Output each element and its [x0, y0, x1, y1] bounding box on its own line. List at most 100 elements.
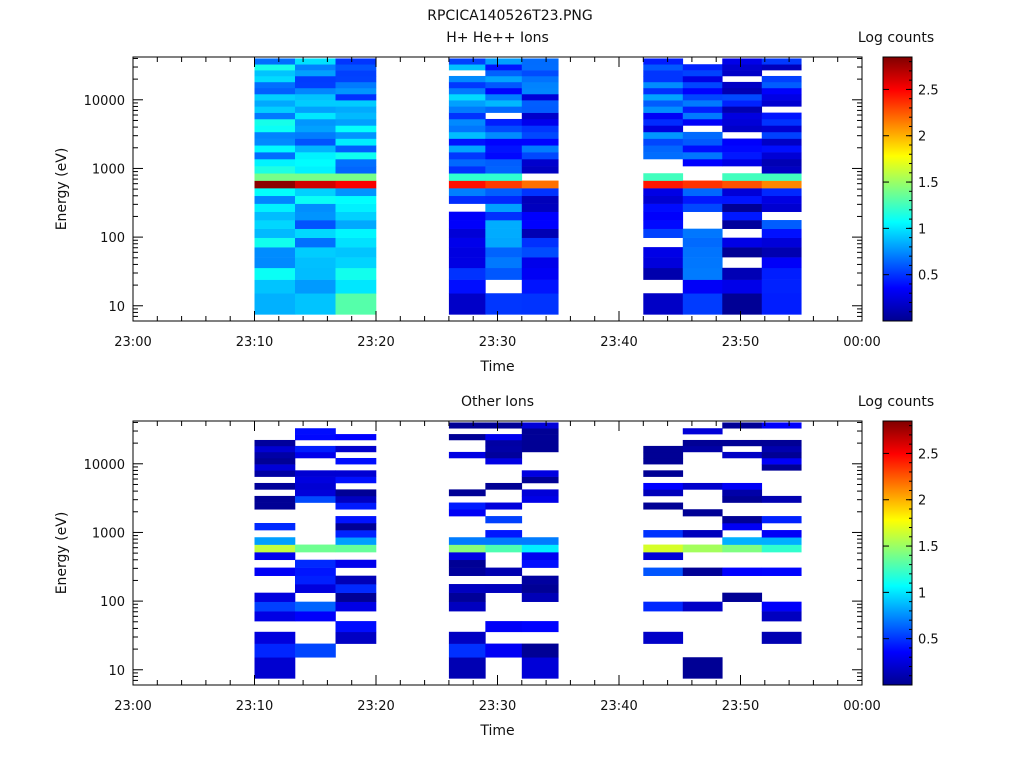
- heatmap-cell: [682, 567, 723, 576]
- heatmap-cell: [521, 125, 559, 133]
- heatmap-cell: [521, 81, 559, 89]
- panel-title: H+ He++ Ions: [446, 30, 549, 46]
- heatmap-cell: [335, 247, 377, 258]
- heatmap-cell: [521, 621, 559, 633]
- heatmap-cell: [682, 428, 723, 435]
- heatmap-cell: [722, 64, 763, 71]
- heatmap-cell: [335, 257, 377, 269]
- heatmap-cell: [335, 495, 377, 503]
- heatmap-cell: [485, 100, 523, 107]
- heatmap-cell: [254, 106, 296, 113]
- heatmap-cell: [722, 220, 763, 229]
- heatmap-cell: [521, 166, 559, 174]
- heatmap-cell: [682, 112, 723, 120]
- heatmap-cell: [682, 195, 723, 204]
- heatmap-cell: [335, 112, 377, 120]
- heatmap-cell: [295, 559, 336, 568]
- heatmap-cell: [254, 237, 296, 248]
- heatmap-cell: [485, 584, 523, 593]
- heatmap-cell: [682, 257, 723, 269]
- y-tick-label: 10000: [84, 94, 125, 109]
- heatmap-cell: [682, 247, 723, 258]
- heatmap-cell: [254, 445, 296, 453]
- heatmap-cell: [295, 445, 336, 453]
- heatmap-cell: [643, 257, 684, 269]
- heatmap-cell: [448, 584, 486, 593]
- heatmap-cell: [521, 152, 559, 160]
- heatmap-cell: [521, 559, 559, 568]
- colorbar-tick-label: 1.5: [918, 176, 939, 191]
- heatmap-cell: [448, 58, 486, 65]
- heatmap-cell: [722, 451, 763, 459]
- heatmap-cell: [254, 457, 296, 465]
- heatmap-cell: [254, 195, 296, 204]
- heatmap-cell: [521, 439, 559, 447]
- heatmap-cell: [485, 188, 523, 197]
- heatmap-cell: [254, 495, 296, 503]
- y-tick-label: 1000: [92, 526, 125, 541]
- heatmap-cell: [295, 203, 336, 212]
- colorbar-label: Log counts: [858, 30, 934, 46]
- colorbar-tick-label: 0.5: [918, 269, 939, 284]
- heatmap-cell: [485, 530, 523, 538]
- heatmap-cell: [295, 211, 336, 221]
- heatmap-cell: [448, 489, 486, 497]
- heatmap-cell: [448, 657, 486, 679]
- heatmap-cell: [682, 93, 723, 101]
- heatmap-cell: [521, 228, 559, 238]
- heatmap-cell: [643, 228, 684, 238]
- heatmap-cell: [335, 131, 377, 139]
- heatmap-cell: [682, 293, 723, 315]
- heatmap-cell: [485, 434, 523, 441]
- heatmap-cell: [254, 552, 296, 561]
- heatmap-cell: [485, 203, 523, 212]
- colorbar: 0.5 1 1.5 2 2.5 Log counts: [858, 30, 939, 322]
- heatmap-cell: [254, 279, 296, 294]
- heatmap-cell: [335, 559, 377, 568]
- heatmap-cell: [761, 220, 802, 229]
- heatmap-cell: [295, 106, 336, 113]
- colorbar-tick-label: 2: [918, 130, 926, 145]
- heatmap-cell: [521, 657, 559, 679]
- heatmap-cell: [521, 584, 559, 593]
- heatmap-cell: [521, 188, 559, 197]
- heatmap-cell: [682, 158, 723, 167]
- colorbar-tick-label: 2: [918, 494, 926, 509]
- heatmap-cell: [722, 537, 763, 545]
- heatmap-cell: [521, 70, 559, 77]
- heatmap-cell: [295, 195, 336, 204]
- heatmap-cell: [295, 118, 336, 126]
- heatmap-cell: [521, 495, 559, 503]
- heatmap-cell: [722, 93, 763, 101]
- heatmap-cell: [521, 64, 559, 71]
- heatmap-cell: [295, 257, 336, 269]
- heatmap-cell: [335, 516, 377, 524]
- heatmap-cell: [521, 118, 559, 126]
- heatmap-cell: [335, 522, 377, 531]
- heatmap-cell: [448, 188, 486, 197]
- heatmap-cell: [643, 502, 684, 510]
- heatmap-cell: [254, 611, 296, 622]
- heatmap-cell: [521, 476, 559, 484]
- heatmap-cell: [682, 509, 723, 517]
- heatmap-cell: [761, 87, 802, 95]
- heatmap-cell: [521, 592, 559, 602]
- heatmap-cell: [521, 180, 559, 189]
- heatmap-cell: [682, 530, 723, 538]
- heatmap-cell: [448, 279, 486, 294]
- heatmap-cell: [485, 145, 523, 153]
- heatmap-cell: [295, 434, 336, 441]
- heatmap-cell: [521, 445, 559, 453]
- heatmap-cell: [761, 457, 802, 465]
- heatmap-cell: [448, 451, 486, 459]
- heatmap-cell: [295, 228, 336, 238]
- heatmap-cell: [643, 267, 684, 280]
- heatmap-cell: [295, 451, 336, 459]
- heatmap-cell: [643, 180, 684, 189]
- heatmap-cell: [682, 445, 723, 453]
- heatmap-cell: [682, 482, 723, 490]
- heatmap-cell: [335, 476, 377, 484]
- heatmap-cell: [485, 93, 523, 101]
- heatmap-cell: [682, 544, 723, 553]
- heatmap-cell: [448, 75, 486, 83]
